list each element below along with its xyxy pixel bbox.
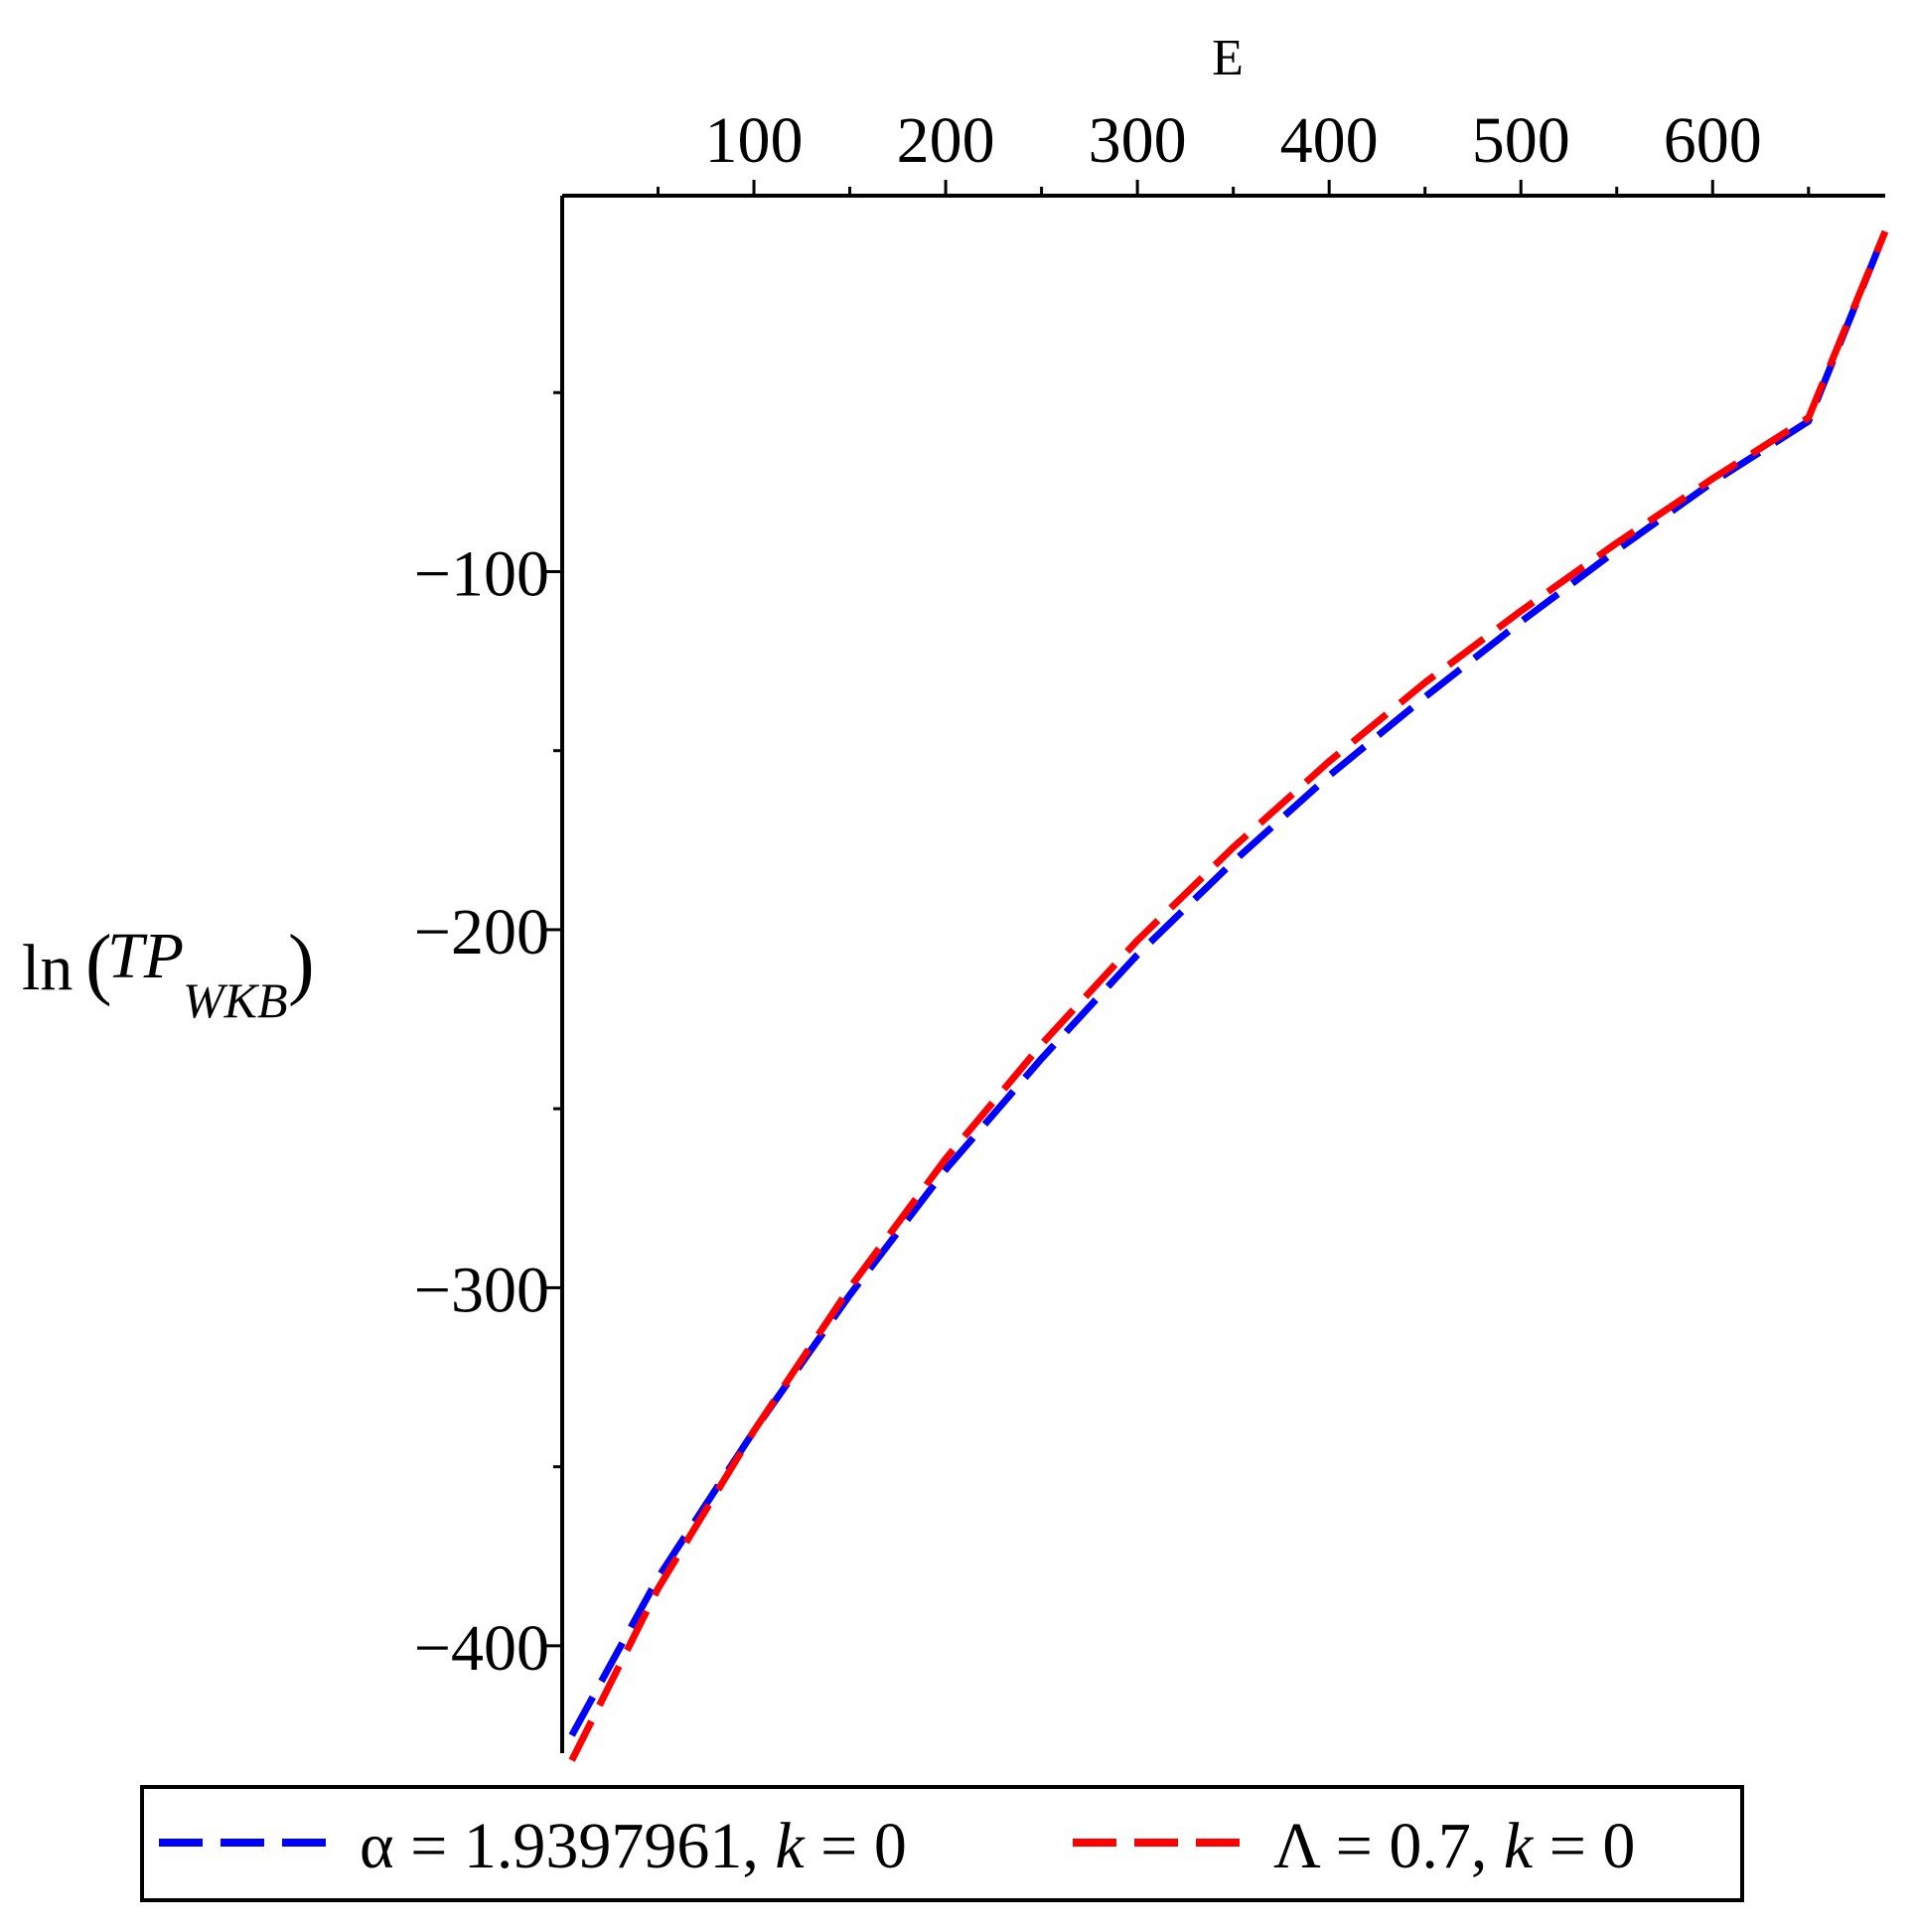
x-axis-ticks: 100 200 300 400 500 600 — [657, 104, 1811, 196]
series-line-1 — [568, 229, 1889, 1737]
y-axis-title-close-paren: ) — [288, 920, 315, 1007]
y-axis-title-prefix: ln — [22, 932, 73, 1004]
x-tick-label: 400 — [1280, 104, 1379, 177]
y-tick-label: −300 — [414, 1254, 549, 1326]
legend-symbol-series-1: α — [360, 1810, 394, 1882]
y-axis-title-main: TP — [107, 920, 184, 992]
legend-label-series-1: α = 1.9397961, k = 0 — [360, 1810, 907, 1882]
legend-value-series-2: = 0.7, — [1319, 1810, 1504, 1882]
x-axis-title: E — [1212, 30, 1244, 86]
x-tick-label: 100 — [705, 104, 804, 177]
x-tick-label: 600 — [1664, 104, 1762, 177]
x-tick-label: 200 — [897, 104, 995, 177]
series-layer — [568, 229, 1889, 1762]
y-axis-title: ln ( TP WKB ) — [22, 920, 315, 1028]
y-axis-title-open-paren: ( — [85, 920, 112, 1007]
legend-box — [140, 1785, 1744, 1902]
legend-var-series-1: k — [775, 1810, 806, 1882]
x-tick-label: 500 — [1472, 104, 1570, 177]
legend-k-series-2: = 0 — [1533, 1810, 1635, 1882]
legend-symbol-series-2: Λ — [1273, 1810, 1321, 1882]
legend-var-series-2: k — [1504, 1810, 1535, 1882]
legend: α = 1.9397961, k = 0 Λ = 0.7, k = 0 — [140, 1785, 1744, 1902]
legend-k-series-1: = 0 — [805, 1810, 907, 1882]
y-axis-title-subscript: WKB — [183, 972, 288, 1028]
y-tick-label: −100 — [414, 537, 549, 610]
x-tick-label: 300 — [1089, 104, 1187, 177]
y-axis-ticks: −100 −200 −300 −400 — [414, 390, 562, 1685]
series-line-2 — [568, 229, 1889, 1762]
y-tick-label: −400 — [414, 1612, 549, 1685]
legend-value-series-1: = 1.9397961, — [394, 1810, 776, 1882]
legend-label-series-2: Λ = 0.7, k = 0 — [1273, 1810, 1635, 1882]
y-tick-label: −200 — [414, 896, 549, 968]
